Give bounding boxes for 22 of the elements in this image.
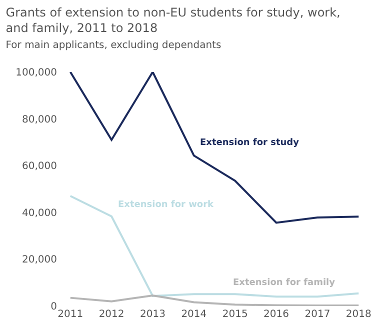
chart-title: Grants of extension to non-EU students for study, work, and family, 2011 to 2018: [6, 6, 340, 36]
series-label: Extension for work: [118, 200, 215, 210]
series-label: Extension for study: [200, 138, 300, 148]
line-series: [69, 72, 360, 224]
y-tick-label: 60,000: [22, 161, 57, 172]
line-series: [69, 195, 360, 298]
x-tick-label: 2014: [181, 309, 207, 320]
y-tick-label: 80,000: [22, 114, 57, 126]
series-label: Extension for family: [233, 278, 336, 288]
x-tick-label: 2015: [222, 309, 248, 320]
y-tick-label: 40,000: [22, 208, 57, 219]
x-tick-label: 2013: [140, 309, 166, 320]
x-tick-label: 2011: [58, 309, 84, 320]
x-tick-label: 2017: [304, 309, 330, 320]
y-tick-label: 0: [50, 302, 57, 312]
chart-subtitle: For main applicants, excluding dependants: [6, 40, 222, 51]
y-tick-label: 100,000: [16, 68, 57, 78]
x-tick-label: 2018: [346, 309, 372, 320]
line-series: [69, 294, 360, 306]
x-tick-label: 2016: [264, 309, 290, 320]
x-tick-label: 2012: [98, 309, 124, 320]
y-tick-label: 20,000: [22, 254, 57, 266]
